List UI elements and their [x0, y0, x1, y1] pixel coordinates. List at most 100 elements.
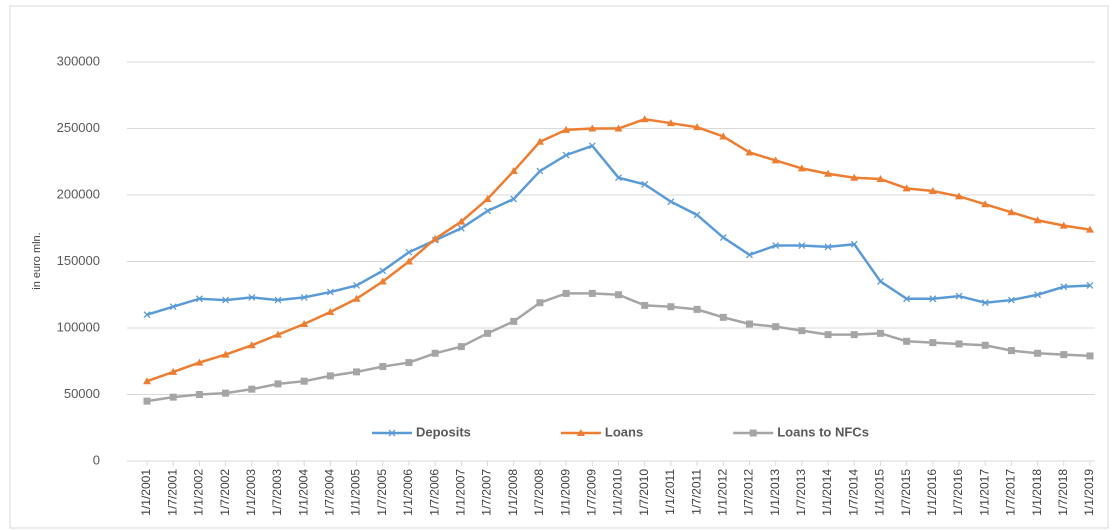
marker: [955, 292, 963, 300]
marker: [981, 200, 990, 208]
marker: [457, 343, 465, 351]
marker: [981, 341, 989, 349]
marker: [1034, 349, 1042, 357]
legend-label: Deposits: [416, 424, 471, 439]
marker: [719, 132, 728, 140]
x-tick-label: 1/1/2002: [192, 469, 206, 516]
x-tick-label: 1/7/2014: [846, 469, 860, 516]
marker: [1060, 351, 1068, 359]
x-tick-label: 1/7/2010: [637, 469, 651, 516]
legend-item: Loans to NFCs: [733, 424, 869, 439]
marker: [641, 301, 649, 309]
marker: [404, 257, 413, 265]
marker: [143, 311, 151, 319]
x-tick-label: 1/1/2009: [558, 469, 572, 516]
marker: [588, 142, 596, 150]
marker: [352, 294, 361, 302]
marker: [797, 164, 806, 172]
x-tick-label: 1/1/2015: [873, 469, 887, 516]
marker: [1033, 216, 1042, 224]
marker: [536, 167, 544, 175]
marker: [850, 331, 858, 339]
marker: [1086, 225, 1094, 233]
marker: [745, 320, 753, 328]
marker: [615, 174, 622, 182]
marker: [247, 341, 256, 349]
marker: [1086, 281, 1094, 289]
x-tick-label: 1/1/2010: [611, 469, 625, 516]
marker: [1007, 347, 1015, 355]
marker: [955, 340, 963, 348]
marker: [143, 397, 151, 405]
marker: [169, 393, 177, 401]
marker: [274, 380, 282, 388]
y-axis-label: in euro mln.: [31, 232, 43, 289]
marker: [379, 267, 387, 275]
x-tick-label: 1/1/2005: [349, 469, 363, 516]
x-tick-label: 1/7/2002: [218, 469, 232, 516]
marker: [1007, 296, 1015, 304]
marker: [509, 167, 518, 175]
marker: [824, 169, 833, 177]
marker: [300, 320, 309, 328]
x-tick-label: 1/7/2011: [689, 469, 703, 515]
x-tick-label: 1/7/2016: [951, 469, 965, 516]
marker: [457, 224, 465, 232]
marker: [353, 368, 361, 376]
marker: [379, 363, 387, 371]
y-tick-label: 300000: [57, 53, 100, 68]
marker: [615, 291, 622, 299]
x-tick-label: 1/1/2016: [925, 469, 939, 516]
marker: [248, 293, 256, 301]
marker: [248, 385, 256, 393]
marker: [955, 192, 964, 200]
marker: [929, 339, 937, 347]
x-tick-label: 1/7/2007: [480, 469, 494, 516]
marker: [749, 429, 757, 437]
marker: [876, 277, 884, 285]
marker: [300, 377, 308, 385]
marker: [850, 240, 858, 248]
marker: [169, 367, 178, 375]
marker: [903, 295, 911, 303]
x-tick-label: 1/7/2003: [270, 469, 284, 516]
marker: [666, 119, 675, 127]
marker: [326, 288, 334, 296]
marker: [536, 299, 544, 307]
marker: [746, 251, 753, 259]
x-tick-label: 1/1/2017: [977, 469, 991, 516]
marker: [1086, 352, 1094, 360]
legend-label: Loans to NFCs: [777, 424, 869, 439]
y-tick-label: 250000: [57, 120, 100, 135]
x-tick-label: 1/1/2013: [768, 469, 782, 516]
marker: [483, 194, 492, 202]
x-tick-label: 1/7/2004: [323, 469, 337, 516]
marker: [1059, 221, 1068, 229]
marker: [405, 248, 413, 256]
marker: [824, 331, 832, 339]
marker: [562, 151, 570, 159]
x-tick-label: 1/7/2017: [1004, 469, 1018, 516]
x-tick-label: 1/7/2001: [165, 469, 179, 516]
x-tick-label: 1/1/2003: [244, 469, 258, 516]
x-tick-label: 1/7/2015: [899, 469, 913, 516]
x-tick-label: 1/1/2012: [715, 469, 729, 516]
x-tick-label: 1/1/2018: [1030, 469, 1044, 516]
marker: [457, 217, 466, 225]
marker: [902, 184, 911, 192]
marker: [326, 308, 335, 316]
chart-frame: [9, 5, 1109, 529]
x-tick-label: 1/7/2018: [1056, 469, 1070, 516]
marker: [326, 372, 334, 380]
marker: [640, 115, 649, 123]
marker: [195, 391, 203, 398]
marker: [576, 429, 585, 436]
x-tick-label: 1/7/2005: [375, 469, 389, 516]
marker: [693, 305, 701, 313]
x-tick-label: 1/7/2009: [584, 469, 598, 516]
marker: [221, 350, 230, 358]
marker: [588, 124, 597, 132]
marker: [484, 207, 491, 215]
marker: [273, 330, 282, 338]
marker: [562, 289, 570, 297]
